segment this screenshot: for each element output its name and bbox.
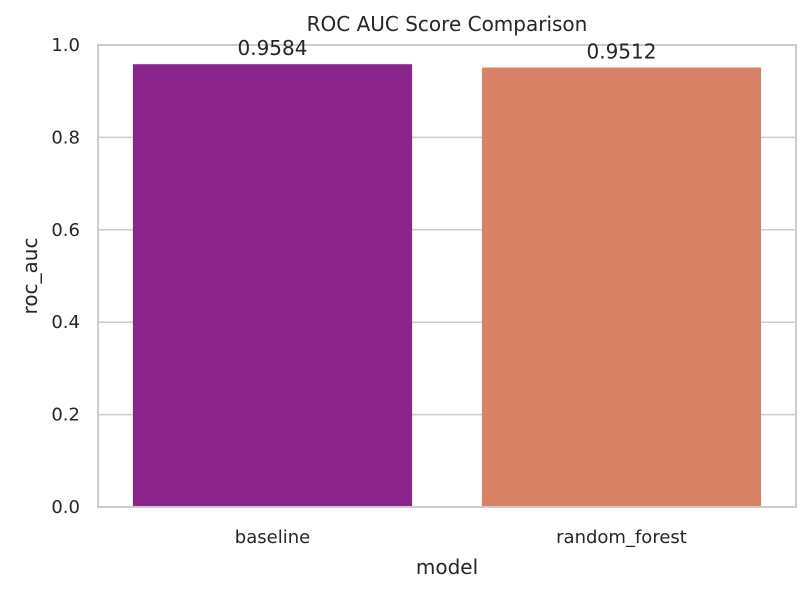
y-tick-label: 1.0: [51, 35, 80, 56]
y-tick-label: 0.0: [51, 497, 80, 518]
y-tick-labels: 0.0 0.2 0.4 0.6 0.8 1.0: [51, 35, 80, 518]
bar-random-forest: [481, 67, 762, 508]
x-tick-label: random_forest: [556, 527, 687, 548]
chart-title: ROC AUC Score Comparison: [307, 12, 588, 36]
x-tick-label: baseline: [235, 527, 310, 548]
y-tick-label: 0.2: [51, 405, 80, 426]
y-tick-label: 0.8: [51, 127, 80, 148]
x-tick-labels: baseline random_forest: [235, 527, 687, 548]
data-label: 0.9584: [238, 36, 308, 60]
plot-frame: [97, 44, 797, 508]
y-tick-label: 0.6: [51, 220, 80, 241]
y-tick-label: 0.4: [51, 312, 80, 333]
y-axis-label: roc_auc: [18, 238, 42, 315]
data-label: 0.9512: [587, 40, 657, 64]
bars: [132, 64, 762, 508]
x-axis-label: model: [416, 555, 478, 579]
bar-baseline: [132, 64, 413, 507]
data-labels: 0.9584 0.9512: [238, 36, 657, 63]
